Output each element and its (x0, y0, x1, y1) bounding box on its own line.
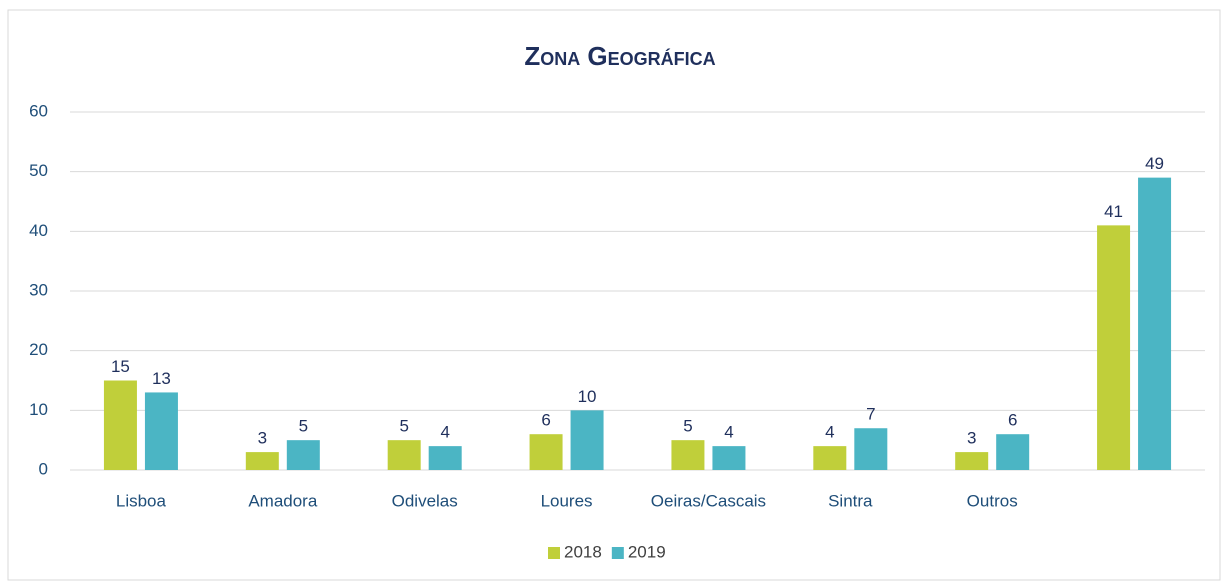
x-tick-label: Lisboa (116, 491, 167, 510)
x-tick-label: Loures (541, 491, 593, 510)
value-label: 41 (1104, 202, 1123, 221)
y-tick-label: 20 (29, 340, 48, 359)
chart-frame (7, 9, 1221, 581)
bar (955, 452, 989, 470)
bar (570, 410, 604, 470)
x-tick-label: Sintra (828, 491, 873, 510)
value-label: 10 (578, 387, 597, 406)
bar (854, 428, 888, 470)
y-tick-label: 10 (29, 400, 48, 419)
bar (529, 434, 563, 470)
x-tick-label: Odivelas (392, 491, 458, 510)
bar (428, 446, 462, 470)
value-label: 13 (152, 369, 171, 388)
bar (286, 440, 320, 470)
value-label: 5 (399, 417, 408, 436)
bar (387, 440, 421, 470)
bar (103, 380, 137, 470)
value-label: 7 (866, 405, 875, 424)
y-tick-label: 0 (39, 459, 48, 478)
value-label: 49 (1145, 154, 1164, 173)
value-label: 4 (440, 423, 449, 442)
value-label: 5 (683, 417, 692, 436)
value-label: 4 (724, 423, 733, 442)
bar (1138, 177, 1172, 470)
bar (996, 434, 1030, 470)
legend-label: 2019 (628, 542, 666, 561)
y-tick-label: 50 (29, 161, 48, 180)
x-tick-label: Outros (967, 491, 1018, 510)
y-tick-label: 30 (29, 280, 48, 299)
legend-label: 2018 (564, 542, 602, 561)
bar (813, 446, 847, 470)
bar (671, 440, 705, 470)
y-tick-label: 40 (29, 221, 48, 240)
x-tick-label: Oeiras/Cascais (651, 491, 766, 510)
bar (144, 392, 178, 470)
legend-swatch (611, 547, 624, 559)
x-tick-label: Amadora (248, 491, 318, 510)
y-tick-label: 60 (29, 101, 48, 120)
bar (245, 452, 279, 470)
value-label: 6 (541, 411, 550, 430)
value-label: 6 (1008, 411, 1017, 430)
bar (1097, 225, 1131, 470)
chart-title: Zona Geográfica (524, 41, 715, 71)
value-label: 3 (258, 429, 267, 448)
legend-swatch (548, 547, 560, 559)
value-label: 15 (111, 357, 130, 376)
bar (712, 446, 746, 470)
value-label: 5 (299, 417, 308, 436)
value-label: 4 (825, 423, 834, 442)
value-label: 3 (967, 429, 976, 448)
